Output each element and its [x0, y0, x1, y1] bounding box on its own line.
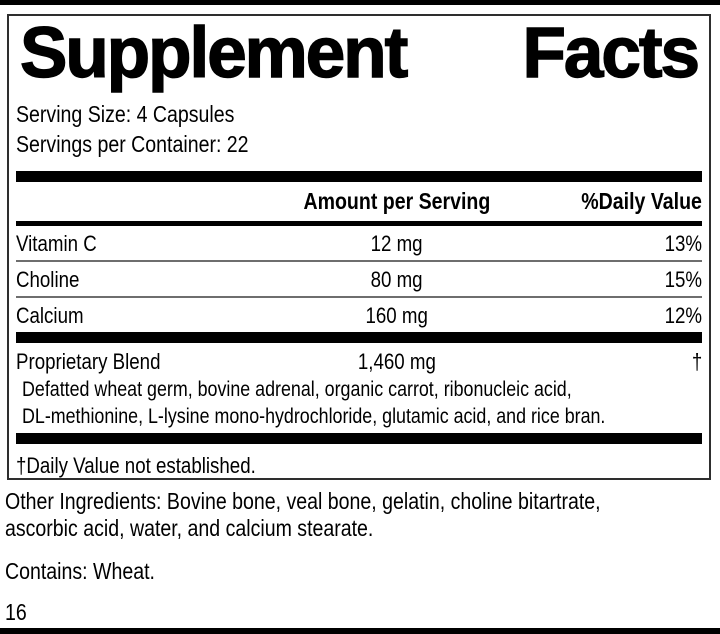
other-ingredients-line: Other Ingredients: Bovine bone, veal bon…	[5, 488, 601, 514]
table-row: Calcium 160 mg 12%	[16, 298, 702, 332]
other-ingredients: Other Ingredients: Bovine bone, veal bon…	[5, 488, 717, 542]
servings-per-container-line: Servings per Container: 22	[16, 131, 249, 157]
blend-amount: 1,460 mg	[358, 349, 436, 374]
row-separator	[16, 260, 702, 262]
header-rule	[16, 221, 702, 226]
divider-bar-thick	[16, 171, 702, 182]
supplement-facts-panel: Supplement Facts Serving Size: 4 Capsule…	[7, 14, 711, 480]
daily-value-footnote: †Daily Value not established.	[16, 453, 256, 478]
nutrient-name: Vitamin C	[16, 231, 97, 256]
top-edge-bar	[0, 0, 720, 5]
panel-title: Supplement Facts	[16, 14, 702, 93]
table-row: Vitamin C 12 mg 13%	[16, 226, 702, 260]
title-word-facts: Facts	[522, 14, 701, 93]
nutrient-daily-value: 15%	[664, 267, 702, 292]
blend-daily-value-dagger: †	[691, 349, 702, 374]
bottom-edge-bar	[0, 628, 720, 634]
title-word-supplement: Supplement	[19, 14, 409, 93]
nutrient-daily-value: 13%	[664, 231, 702, 256]
amount-per-serving-header: Amount per Serving	[303, 188, 491, 214]
row-separator	[16, 296, 702, 298]
divider-bar-thick	[16, 332, 702, 343]
serving-size-line: Serving Size: 4 Capsules	[16, 101, 235, 127]
nutrient-daily-value: 12%	[664, 303, 702, 328]
blend-description: Defatted wheat germ, bovine adrenal, org…	[16, 376, 702, 430]
blend-name: Proprietary Blend	[16, 349, 161, 374]
below-label-section: Other Ingredients: Bovine bone, veal bon…	[5, 488, 717, 626]
blend-description-line: Defatted wheat germ, bovine adrenal, org…	[22, 378, 572, 401]
nutrient-amount: 80 mg	[371, 267, 423, 292]
nutrient-amount: 160 mg	[365, 303, 429, 328]
daily-value-header: %Daily Value	[581, 188, 702, 214]
contains-statement: Contains: Wheat.	[5, 558, 155, 584]
proprietary-blend-row: Proprietary Blend 1,460 mg †	[16, 343, 702, 374]
table-header-row: Amount per Serving %Daily Value	[16, 186, 702, 216]
nutrient-name: Calcium	[16, 303, 84, 328]
page-number: 16	[5, 599, 27, 625]
other-ingredients-line: ascorbic acid, water, and calcium steara…	[5, 515, 374, 541]
blend-description-line: DL-methionine, L-lysine mono-hydrochlori…	[22, 405, 606, 428]
nutrient-amount: 12 mg	[371, 231, 423, 256]
nutrient-name: Choline	[16, 267, 80, 292]
divider-bar-thick	[16, 433, 702, 444]
serving-info: Serving Size: 4 Capsules Servings per Co…	[16, 99, 702, 159]
table-row: Choline 80 mg 15%	[16, 262, 702, 296]
